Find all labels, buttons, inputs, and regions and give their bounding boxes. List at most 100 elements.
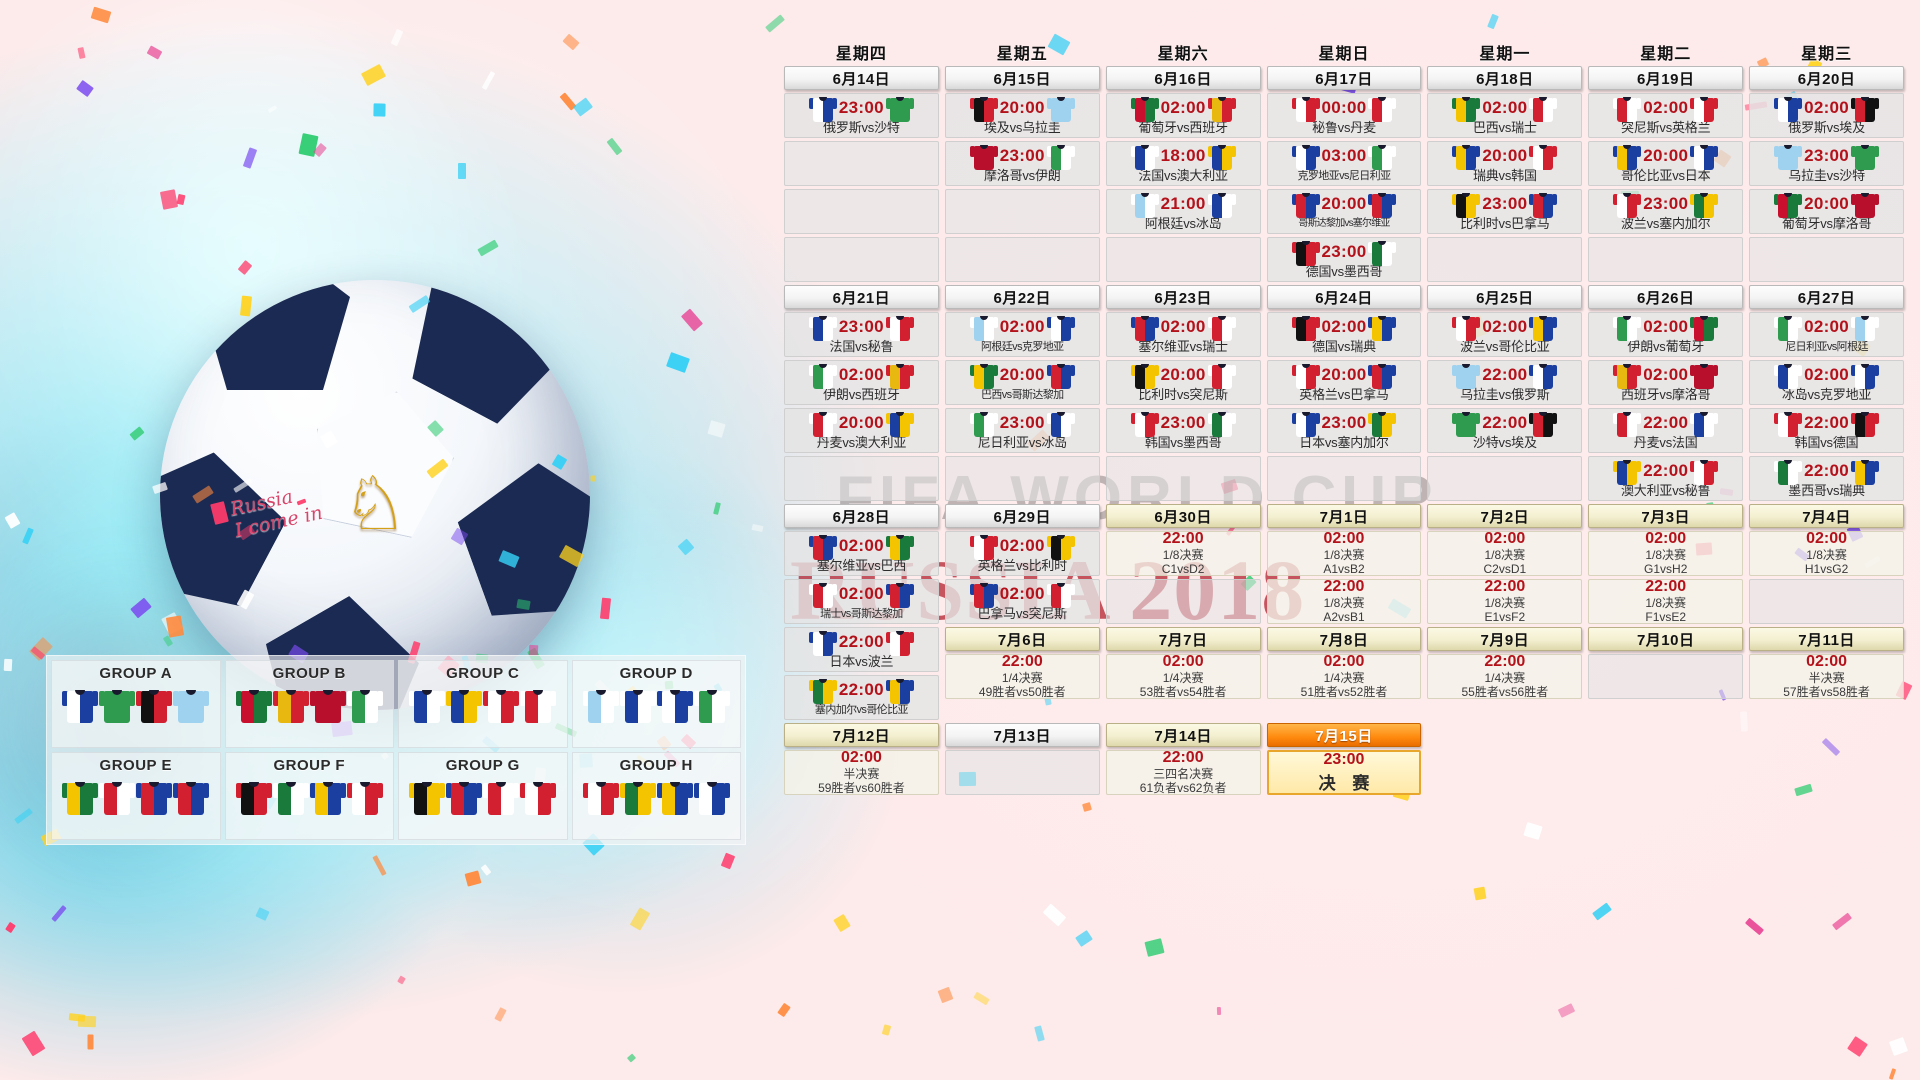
day-header[interactable]: 6月17日 [1266,66,1422,90]
match-cell[interactable]: 23:00 法国vs秘鲁 [784,312,939,357]
match-cell[interactable]: 20:00 葡萄牙vs摩洛哥 [1749,189,1904,234]
day-header[interactable]: 7月14日 [1105,723,1261,747]
match-cell[interactable]: 22:00 澳大利亚vs秘鲁 [1588,456,1744,501]
match-cell[interactable]: 00:00 秘鲁vs丹麦 [1266,93,1422,138]
confetti-piece [590,475,596,482]
match-cell[interactable]: 02:00 巴拿马vs突尼斯 [944,579,1100,624]
knockout-match-cell[interactable]: 22:00 1/8决赛 F1vsE2 [1588,578,1744,624]
day-header[interactable]: 7月7日 [1105,627,1261,651]
day-header[interactable]: 7月15日 [1266,723,1422,747]
match-cell[interactable]: 20:00 丹麦vs澳大利亚 [784,408,939,453]
day-header[interactable]: 7月11日 [1749,627,1904,651]
day-header[interactable]: 6月18日 [1427,66,1583,90]
match-time: 02:00 [1645,530,1687,547]
day-header[interactable]: 7月10日 [1588,627,1744,651]
match-cell[interactable]: 22:00 塞内加尔vs哥伦比亚 [784,675,939,720]
day-header[interactable]: 6月14日 [784,66,939,90]
match-cell[interactable]: 02:00 巴西vs瑞士 [1427,93,1583,138]
match-cell[interactable]: 23:00 摩洛哥vs伊朗 [944,141,1100,186]
match-cell[interactable]: 20:00 比利时vs突尼斯 [1105,360,1261,405]
match-cell[interactable]: 23:00 尼日利亚vs冰岛 [944,408,1100,453]
match-cell[interactable]: 03:00 克罗地亚vs尼日利亚 [1266,141,1422,186]
match-cell[interactable]: 02:00 塞尔维亚vs巴西 [784,531,939,576]
match-cell[interactable]: 23:00 韩国vs墨西哥 [1105,408,1261,453]
knockout-match-cell[interactable]: 22:00 1/4决赛 49胜者vs50胜者 [944,653,1100,699]
knockout-match-cell[interactable]: 22:00 三四名决赛 61负者vs62负者 [1105,749,1261,795]
knockout-match-cell[interactable]: 02:00 1/8决赛 A1vsB2 [1266,530,1422,576]
knockout-match-cell[interactable]: 22:00 1/8决赛 E1vsF2 [1427,578,1583,624]
match-cell[interactable]: 20:00 瑞典vs韩国 [1427,141,1583,186]
match-cell[interactable]: 22:00 墨西哥vs瑞典 [1749,456,1904,501]
match-cell[interactable]: 20:00 哥斯达黎加vs塞尔维亚 [1266,189,1422,234]
match-cell[interactable]: 23:00 日本vs塞内加尔 [1266,408,1422,453]
match-cell[interactable]: 02:00 突尼斯vs英格兰 [1588,93,1744,138]
match-cell[interactable]: 02:00 瑞士vs哥斯达黎加 [784,579,939,624]
knockout-match-cell[interactable]: 02:00 1/4决赛 53胜者vs54胜者 [1105,653,1261,699]
match-cell[interactable]: 22:00 沙特vs埃及 [1427,408,1583,453]
match-cell[interactable]: 23:00 波兰vs塞内加尔 [1588,189,1744,234]
match-cell[interactable]: 02:00 冰岛vs克罗地亚 [1749,360,1904,405]
match-cell[interactable]: 18:00 法国vs澳大利亚 [1105,141,1261,186]
day-header[interactable]: 6月23日 [1105,285,1261,309]
day-header[interactable]: 6月16日 [1105,66,1261,90]
match-cell[interactable]: 02:00 波兰vs哥伦比亚 [1427,312,1583,357]
match-cell[interactable]: 22:00 乌拉圭vs俄罗斯 [1427,360,1583,405]
knockout-match-cell[interactable]: 02:00 1/8决赛 G1vsH2 [1588,530,1744,576]
home-team-jersey-icon [1130,313,1159,341]
match-cell[interactable]: 02:00 伊朗vs葡萄牙 [1588,312,1744,357]
day-header[interactable]: 6月28日 [784,504,939,528]
day-header[interactable]: 6月21日 [784,285,939,309]
match-cell[interactable]: 02:00 阿根廷vs克罗地亚 [944,312,1100,357]
day-header[interactable]: 7月9日 [1427,627,1583,651]
day-header[interactable]: 7月1日 [1266,504,1422,528]
match-cell[interactable]: 02:00 葡萄牙vs西班牙 [1105,93,1261,138]
day-header[interactable]: 6月22日 [944,285,1100,309]
day-header[interactable]: 6月15日 [944,66,1100,90]
knockout-match-cell[interactable]: 22:00 1/8决赛 C1vsD2 [1105,530,1261,576]
final-match-cell[interactable]: 23:00 决 赛 [1266,750,1422,795]
day-header[interactable]: 6月24日 [1266,285,1422,309]
match-cell[interactable]: 23:00 比利时vs巴拿马 [1427,189,1583,234]
day-header[interactable]: 6月26日 [1588,285,1744,309]
match-cell[interactable]: 22:00 日本vs波兰 [784,627,939,672]
day-header[interactable]: 6月19日 [1588,66,1744,90]
match-cell[interactable]: 02:00 尼日利亚vs阿根廷 [1749,312,1904,357]
match-cell[interactable]: 02:00 英格兰vs比利时 [944,531,1100,576]
day-header[interactable]: 7月4日 [1749,504,1904,528]
day-header[interactable]: 6月25日 [1427,285,1583,309]
knockout-match-cell[interactable]: 02:00 半决赛 59胜者vs60胜者 [784,749,939,795]
match-cell[interactable]: 20:00 英格兰vs巴拿马 [1266,360,1422,405]
match-cell[interactable]: 02:00 伊朗vs西班牙 [784,360,939,405]
match-cell[interactable]: 02:00 俄罗斯vs埃及 [1749,93,1904,138]
group-team-list [235,778,383,816]
match-cell[interactable]: 22:00 韩国vs德国 [1749,408,1904,453]
match-cell[interactable]: 20:00 哥伦比亚vs日本 [1588,141,1744,186]
day-header[interactable]: 6月30日 [1105,504,1261,528]
match-cell[interactable]: 02:00 塞尔维亚vs瑞士 [1105,312,1261,357]
knockout-match-cell[interactable]: 22:00 1/8决赛 A2vsB1 [1266,578,1422,624]
day-header[interactable]: 7月13日 [944,723,1100,747]
match-cell[interactable]: 23:00 乌拉圭vs沙特 [1749,141,1904,186]
match-cell[interactable]: 02:00 西班牙vs摩洛哥 [1588,360,1744,405]
day-header[interactable]: 6月29日 [944,504,1100,528]
knockout-match-cell[interactable]: 02:00 半决赛 57胜者vs58胜者 [1749,653,1904,699]
knockout-match-cell[interactable]: 02:00 1/8决赛 C2vsD1 [1427,530,1583,576]
day-header[interactable]: 6月20日 [1749,66,1904,90]
match-schedule: 星期四 星期五 星期六 星期日 星期一 星期二 星期三 6月14日 23:00 俄罗斯vs沙特 6… [784,40,1904,798]
day-header[interactable]: 7月6日 [944,627,1100,651]
match-cell[interactable]: 22:00 丹麦vs法国 [1588,408,1744,453]
match-cell[interactable]: 23:00 德国vs墨西哥 [1266,237,1422,282]
match-cell[interactable]: 20:00 巴西vs哥斯达黎加 [944,360,1100,405]
match-cell[interactable]: 23:00 俄罗斯vs沙特 [784,93,939,138]
knockout-match-cell[interactable]: 02:00 1/4决赛 51胜者vs52胜者 [1266,653,1422,699]
match-cell[interactable]: 20:00 埃及vs乌拉圭 [944,93,1100,138]
day-header[interactable]: 7月12日 [784,723,939,747]
match-cell[interactable]: 21:00 阿根廷vs冰岛 [1105,189,1261,234]
day-header[interactable]: 7月3日 [1588,504,1744,528]
day-header[interactable]: 7月2日 [1427,504,1583,528]
day-header[interactable]: 7月8日 [1266,627,1422,651]
day-header[interactable]: 6月27日 [1749,285,1904,309]
knockout-match-cell[interactable]: 22:00 1/4决赛 55胜者vs56胜者 [1427,653,1583,699]
match-cell[interactable]: 02:00 德国vs瑞典 [1266,312,1422,357]
knockout-match-cell[interactable]: 02:00 1/8决赛 H1vsG2 [1749,530,1904,576]
